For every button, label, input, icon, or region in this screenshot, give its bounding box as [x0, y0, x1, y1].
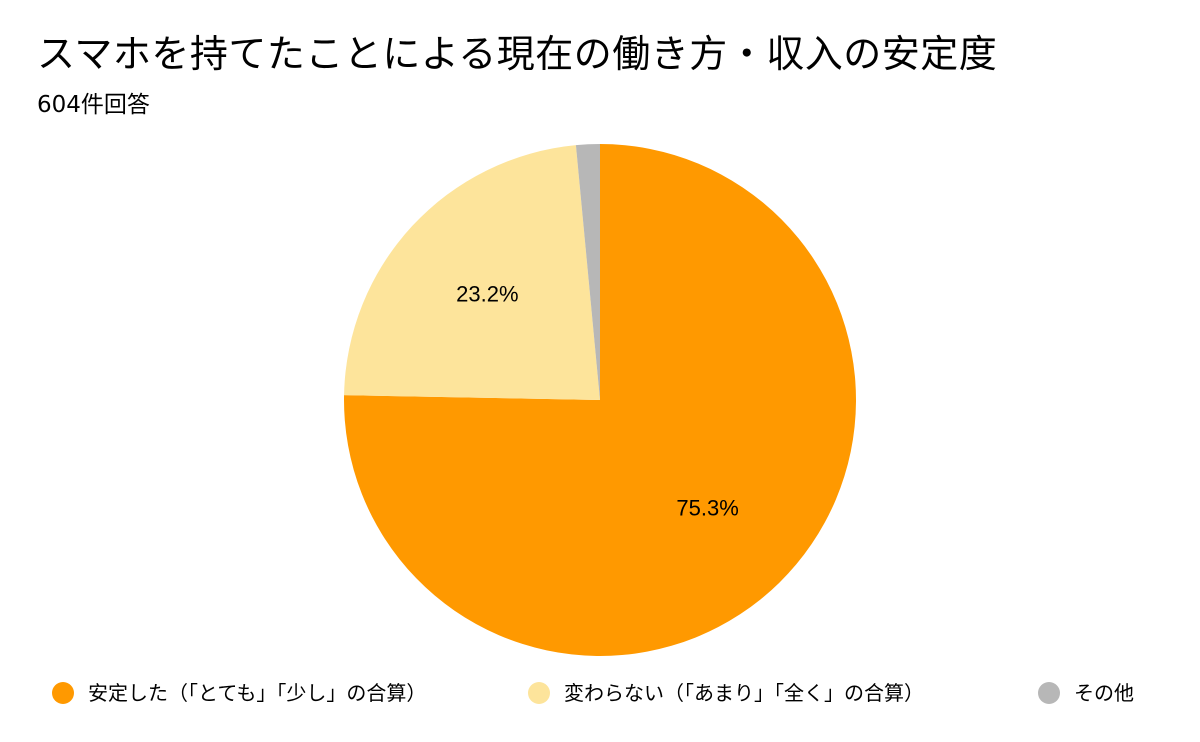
legend-label-stable: 安定した（「とても」「少し」の合算） [88, 681, 427, 705]
pie-slice-stable[interactable] [343, 144, 856, 657]
legend-label-unchanged: 変わらない（「あまり」「全く」の合算） [564, 681, 924, 705]
chart-title: スマホを持てたことによる現在の働き方・収入の安定度 [37, 32, 998, 76]
pie-slices [343, 144, 856, 657]
pie-slice-other[interactable] [575, 144, 600, 400]
pie-slice-unchanged[interactable] [344, 145, 600, 400]
chart-subtitle: 604件回答 [37, 92, 150, 118]
slice-label-unchanged: 23.2% [456, 281, 518, 306]
legend-swatch-unchanged [528, 682, 550, 704]
legend-swatch-stable [52, 682, 74, 704]
legend-item-other[interactable]: その他 [1038, 676, 1134, 710]
legend-swatch-other [1038, 682, 1060, 704]
legend-item-unchanged[interactable]: 変わらない（「あまり」「全く」の合算） [528, 676, 924, 710]
chart-legend: 安定した（「とても」「少し」の合算） 変わらない（「あまり」「全く」の合算） そ… [0, 676, 1200, 710]
slice-label-stable: 75.3% [676, 495, 738, 520]
legend-item-stable[interactable]: 安定した（「とても」「少し」の合算） [52, 676, 426, 710]
pie-slice-labels: 75.3% 23.2% [456, 281, 739, 520]
legend-label-other: その他 [1074, 681, 1134, 705]
